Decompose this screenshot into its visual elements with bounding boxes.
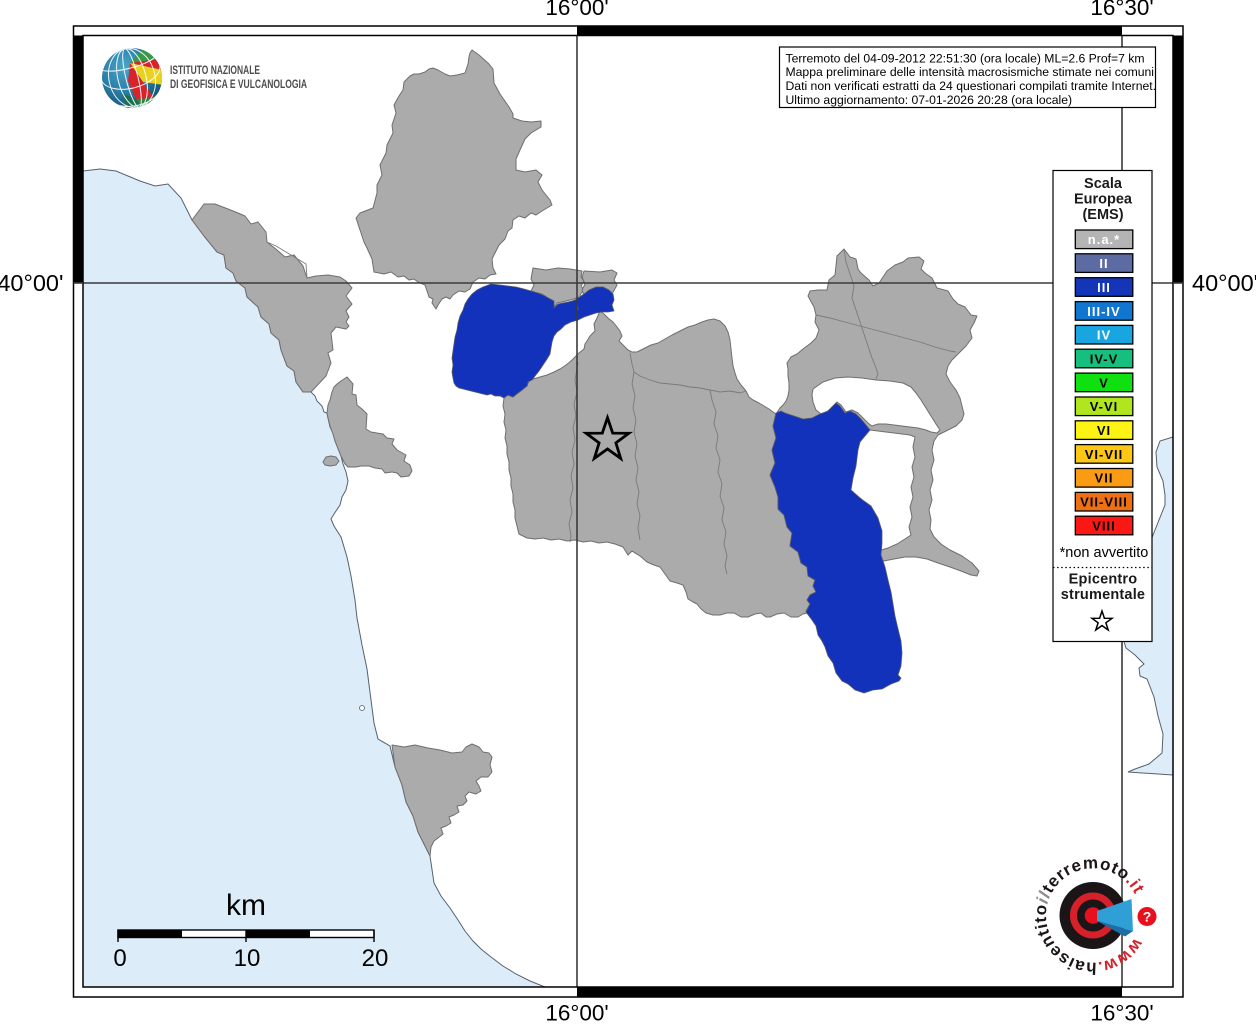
svg-text:?: ? [1143, 909, 1152, 925]
svg-text:km: km [226, 889, 266, 922]
svg-text:Mappa preliminare delle intens: Mappa preliminare delle intensità macros… [786, 65, 1155, 79]
svg-text:IV: IV [1097, 328, 1111, 343]
svg-text:Dati non verificati estratti d: Dati non verificati estratti da 24 quest… [786, 79, 1157, 93]
svg-text:10: 10 [234, 945, 261, 972]
svg-text:VII-VIII: VII-VIII [1080, 495, 1128, 510]
svg-text:IV-V: IV-V [1090, 351, 1119, 366]
svg-text:0: 0 [113, 945, 126, 972]
svg-text:16°30': 16°30' [1090, 1001, 1153, 1024]
svg-text:16°30': 16°30' [1090, 0, 1153, 20]
svg-text:*non avvertito: *non avvertito [1060, 545, 1149, 561]
svg-text:Ultimo aggiornamento: 07-01-20: Ultimo aggiornamento: 07-01-2026 20:28 (… [786, 93, 1073, 107]
svg-text:III: III [1097, 280, 1111, 295]
svg-text:(EMS): (EMS) [1082, 207, 1123, 223]
svg-text:ISTITUTO NAZIONALE: ISTITUTO NAZIONALE [170, 65, 260, 77]
svg-text:40°00': 40°00' [0, 270, 64, 296]
svg-text:VI: VI [1097, 423, 1111, 438]
svg-text:16°00': 16°00' [545, 0, 608, 20]
svg-text:Scala: Scala [1084, 176, 1123, 192]
svg-text:V-VI: V-VI [1090, 399, 1119, 414]
svg-text:VIII: VIII [1092, 518, 1116, 533]
svg-text:II: II [1099, 256, 1108, 271]
svg-text:Europea: Europea [1074, 192, 1133, 208]
svg-text:VII: VII [1095, 471, 1114, 486]
svg-text:16°00': 16°00' [545, 1001, 608, 1024]
svg-text:40°00': 40°00' [1192, 270, 1256, 296]
svg-text:V: V [1099, 375, 1109, 390]
svg-text:DI GEOFISICA E VULCANOLOGIA: DI GEOFISICA E VULCANOLOGIA [170, 79, 307, 91]
svg-text:VI-VII: VI-VII [1085, 447, 1124, 462]
svg-text:Terremoto del 04-09-2012 22:51: Terremoto del 04-09-2012 22:51:30 (ora l… [786, 51, 1145, 65]
svg-text:III-IV: III-IV [1087, 304, 1120, 319]
svg-text:n.a.*: n.a.* [1088, 232, 1120, 247]
svg-text:strumentale: strumentale [1061, 587, 1145, 603]
svg-text:Epicentro: Epicentro [1069, 572, 1138, 588]
svg-text:20: 20 [362, 945, 389, 972]
